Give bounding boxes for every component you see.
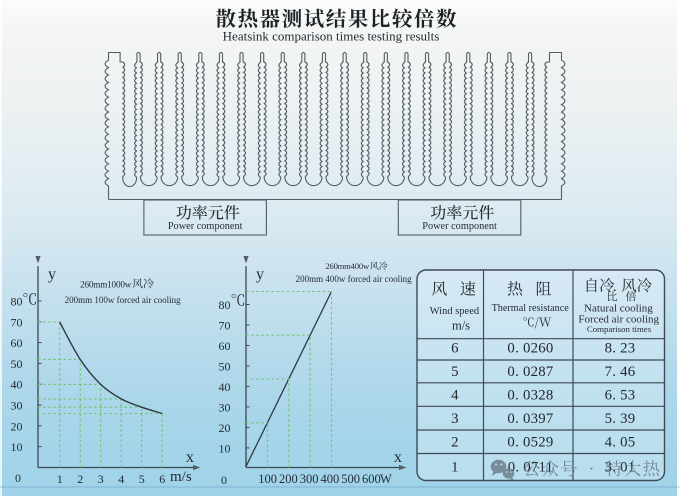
svg-text:50: 50 bbox=[219, 360, 231, 374]
svg-text:80: 80 bbox=[219, 298, 231, 312]
svg-text:5: 5 bbox=[139, 472, 145, 486]
svg-text:m/s: m/s bbox=[170, 469, 192, 485]
svg-text:400: 400 bbox=[321, 472, 340, 486]
svg-text:3: 3 bbox=[98, 472, 104, 486]
svg-text:0. 0711: 0. 0711 bbox=[508, 460, 554, 476]
svg-text:7. 46: 7. 46 bbox=[605, 364, 636, 380]
svg-text:y: y bbox=[48, 266, 56, 283]
svg-text:x: x bbox=[394, 449, 402, 466]
svg-text:Power component: Power component bbox=[168, 221, 243, 232]
svg-text:2: 2 bbox=[451, 435, 459, 451]
svg-text:Comparison times: Comparison times bbox=[587, 324, 652, 334]
svg-text:Heatsink comparison times test: Heatsink comparison times testing result… bbox=[223, 29, 440, 44]
svg-text:6. 53: 6. 53 bbox=[605, 388, 636, 404]
svg-text:3: 3 bbox=[451, 411, 459, 427]
svg-text:50: 50 bbox=[11, 357, 23, 371]
svg-text:2: 2 bbox=[77, 472, 83, 486]
svg-text:500: 500 bbox=[341, 472, 360, 486]
svg-text:x: x bbox=[186, 449, 194, 466]
svg-text:0. 0287: 0. 0287 bbox=[507, 364, 553, 380]
svg-text:8. 23: 8. 23 bbox=[605, 341, 636, 357]
svg-text:Natural cooling: Natural cooling bbox=[584, 303, 653, 315]
svg-text:70: 70 bbox=[219, 319, 231, 333]
svg-text:30: 30 bbox=[219, 400, 231, 414]
svg-text:6: 6 bbox=[159, 472, 165, 486]
svg-text:5: 5 bbox=[451, 364, 459, 380]
svg-text:40: 40 bbox=[219, 380, 231, 394]
svg-text:0: 0 bbox=[15, 471, 21, 485]
svg-text:300: 300 bbox=[300, 472, 319, 486]
svg-text:6: 6 bbox=[451, 341, 459, 357]
svg-text:4: 4 bbox=[118, 472, 124, 486]
svg-text:10: 10 bbox=[11, 440, 23, 454]
svg-text:40: 40 bbox=[11, 378, 23, 392]
svg-text:30: 30 bbox=[11, 399, 23, 413]
svg-text:200: 200 bbox=[279, 472, 298, 486]
svg-text:260mm400w: 260mm400w bbox=[325, 261, 370, 271]
svg-text:200mm 400w forced air cooling: 200mm 400w forced air cooling bbox=[296, 274, 412, 284]
svg-text:20: 20 bbox=[219, 421, 231, 435]
svg-text:100: 100 bbox=[258, 472, 277, 486]
svg-text:10: 10 bbox=[219, 441, 231, 455]
svg-text:60: 60 bbox=[11, 336, 23, 350]
svg-text:20: 20 bbox=[11, 419, 23, 433]
svg-text:3. 01: 3. 01 bbox=[605, 460, 636, 476]
svg-text:Power component: Power component bbox=[422, 221, 497, 232]
svg-text:4: 4 bbox=[451, 388, 459, 404]
svg-text:260mm1000w: 260mm1000w bbox=[80, 280, 132, 290]
svg-text:0: 0 bbox=[221, 473, 227, 487]
svg-text:0. 0260: 0. 0260 bbox=[507, 341, 553, 357]
svg-text:70: 70 bbox=[11, 315, 23, 329]
svg-text:0. 0397: 0. 0397 bbox=[507, 411, 553, 427]
svg-text:200mm 100w forced air cooling: 200mm 100w forced air cooling bbox=[65, 295, 181, 305]
svg-text:5. 39: 5. 39 bbox=[605, 411, 636, 427]
svg-text:1: 1 bbox=[451, 460, 459, 476]
svg-text:80: 80 bbox=[11, 295, 23, 309]
svg-text:W: W bbox=[380, 472, 392, 486]
svg-text:4. 05: 4. 05 bbox=[605, 435, 636, 451]
svg-text:Forced air cooling: Forced air cooling bbox=[578, 314, 659, 326]
svg-text:600: 600 bbox=[362, 472, 381, 486]
svg-text:0. 0328: 0. 0328 bbox=[507, 388, 553, 404]
svg-text:60: 60 bbox=[219, 339, 231, 353]
svg-text:Wind speed: Wind speed bbox=[430, 306, 480, 317]
svg-text:m/s: m/s bbox=[452, 318, 470, 332]
svg-text:y: y bbox=[256, 266, 264, 283]
svg-text:1: 1 bbox=[57, 472, 63, 486]
svg-text:0. 0529: 0. 0529 bbox=[507, 435, 553, 451]
svg-text:Thermal resistance: Thermal resistance bbox=[492, 303, 570, 314]
